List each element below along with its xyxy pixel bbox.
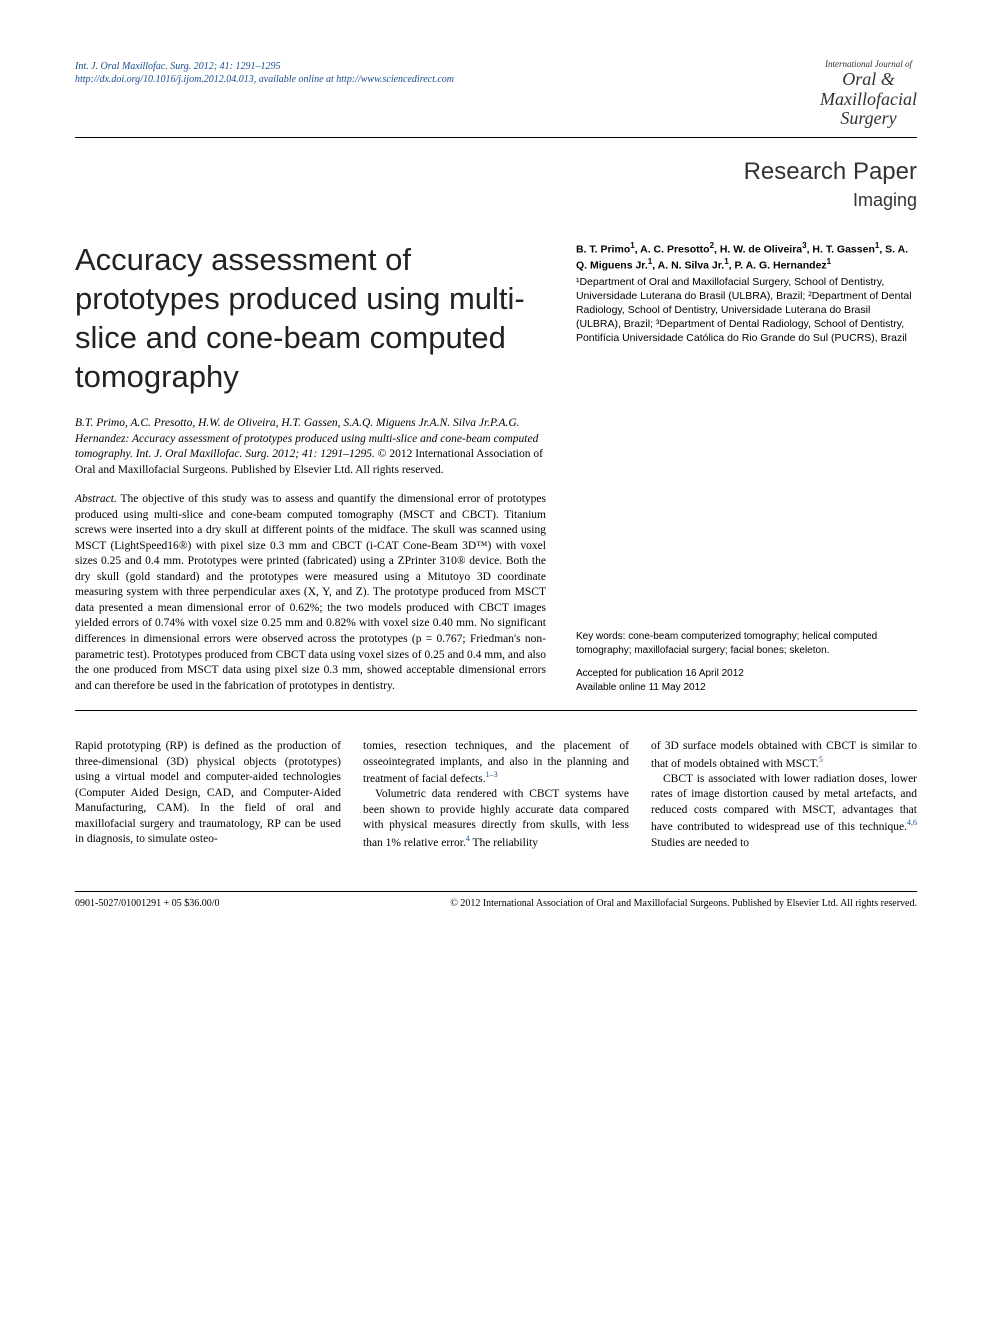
logo-line1: Oral & [820, 70, 917, 90]
journal-ref-line1: Int. J. Oral Maxillofac. Surg. 2012; 41:… [75, 61, 280, 72]
ref-5[interactable]: 5 [819, 755, 823, 764]
body-col2-p2: Volumetric data rendered with CBCT syste… [363, 787, 629, 851]
online-date: Available online 11 May 2012 [576, 681, 917, 695]
paper-category: Imaging [75, 190, 917, 211]
divider-top [75, 137, 917, 138]
title-block: Accuracy assessment of prototypes produc… [75, 241, 917, 396]
paper-type-block: Research Paper Imaging [75, 158, 917, 211]
body-col1-p1: Rapid prototyping (RP) is defined as the… [75, 739, 341, 848]
doi-link[interactable]: http://dx.doi.org/10.1016/j.ijom.2012.04… [75, 74, 254, 85]
accepted-date: Accepted for publication 16 April 2012 [576, 667, 917, 681]
article-title: Accuracy assessment of prototypes produc… [75, 241, 546, 396]
divider-mid [75, 710, 917, 711]
abstract-text: The objective of this study was to asses… [75, 493, 546, 691]
body-col-3: of 3D surface models obtained with CBCT … [651, 739, 917, 851]
abstract-row: Abstract. The objective of this study wa… [75, 492, 917, 694]
journal-reference: Int. J. Oral Maxillofac. Surg. 2012; 41:… [75, 60, 454, 86]
journal-logo: International Journal of Oral & Maxillof… [820, 60, 917, 129]
keywords: Key words: cone-beam computerized tomogr… [576, 630, 917, 657]
authors-block: B. T. Primo1, A. C. Presotto2, H. W. de … [576, 241, 917, 345]
body-columns: Rapid prototyping (RP) is defined as the… [75, 739, 917, 851]
footer-right: © 2012 International Association of Oral… [450, 898, 917, 909]
body-col3-p1: of 3D surface models obtained with CBCT … [651, 739, 917, 772]
footer-left: 0901-5027/01001291 + 05 $36.00/0 [75, 898, 220, 909]
body-col-1: Rapid prototyping (RP) is defined as the… [75, 739, 341, 851]
author-names: B. T. Primo1, A. C. Presotto2, H. W. de … [576, 241, 917, 272]
affiliations: ¹Department of Oral and Maxillofacial Su… [576, 275, 917, 346]
citation-block: B.T. Primo, A.C. Presotto, H.W. de Olive… [75, 416, 563, 478]
keywords-label: Key words: [576, 631, 625, 642]
pub-dates: Accepted for publication 16 April 2012 A… [576, 667, 917, 694]
body-col3-p2: CBCT is associated with lower radiation … [651, 772, 917, 851]
logo-line2: Maxillofacial [820, 90, 917, 110]
abstract-label: Abstract. [75, 493, 117, 505]
keywords-block: Key words: cone-beam computerized tomogr… [576, 630, 917, 694]
body-col2-p1: tomies, resection techniques, and the pl… [363, 739, 629, 787]
body-col-2: tomies, resection techniques, and the pl… [363, 739, 629, 851]
online-text: , available online at http://www.science… [254, 74, 454, 85]
ref-4-6[interactable]: 4,6 [907, 818, 917, 827]
page-footer: 0901-5027/01001291 + 05 $36.00/0 © 2012 … [75, 891, 917, 909]
ref-1-3[interactable]: 1–3 [486, 770, 498, 779]
logo-line3: Surgery [820, 109, 917, 129]
paper-type-label: Research Paper [744, 158, 917, 185]
abstract: Abstract. The objective of this study wa… [75, 492, 546, 694]
header-row: Int. J. Oral Maxillofac. Surg. 2012; 41:… [75, 60, 917, 129]
